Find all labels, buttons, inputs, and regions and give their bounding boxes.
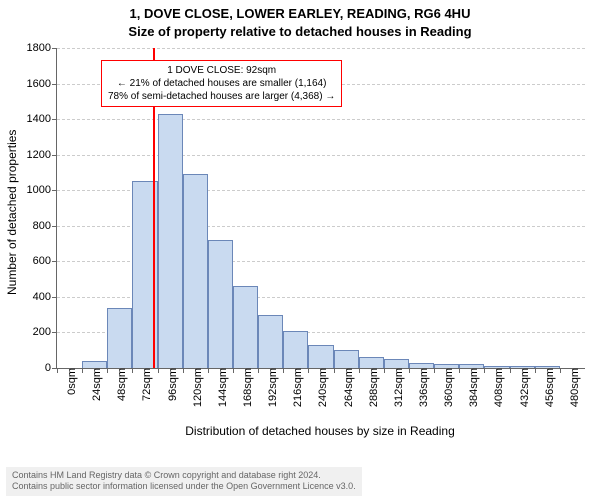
xtick-label: 456sqm bbox=[538, 368, 556, 407]
annotation-box: 1 DOVE CLOSE: 92sqm ← 21% of detached ho… bbox=[101, 60, 342, 107]
histogram-bar bbox=[283, 331, 308, 368]
xtick-mark bbox=[384, 368, 385, 373]
xtick-mark bbox=[158, 368, 159, 373]
footer-line2: Contains public sector information licen… bbox=[12, 481, 356, 493]
ytick-label: 0 bbox=[45, 362, 57, 374]
histogram-bar bbox=[82, 361, 107, 368]
xtick-mark bbox=[459, 368, 460, 373]
annotation-line2: ← 21% of detached houses are smaller (1,… bbox=[108, 77, 335, 90]
ytick-label: 400 bbox=[33, 291, 57, 303]
ytick-label: 1600 bbox=[27, 78, 57, 90]
xtick-label: 96sqm bbox=[161, 368, 179, 401]
xtick-mark bbox=[308, 368, 309, 373]
xtick-mark bbox=[283, 368, 284, 373]
xtick-mark bbox=[510, 368, 511, 373]
xtick-mark bbox=[233, 368, 234, 373]
ytick-label: 600 bbox=[33, 255, 57, 267]
histogram-bar bbox=[158, 114, 183, 368]
histogram-bar bbox=[384, 359, 409, 368]
chart-title-line1: 1, DOVE CLOSE, LOWER EARLEY, READING, RG… bbox=[0, 6, 600, 21]
xtick-label: 288sqm bbox=[362, 368, 380, 407]
xtick-mark bbox=[57, 368, 58, 373]
footer-attribution: Contains HM Land Registry data © Crown c… bbox=[6, 467, 362, 496]
xtick-mark bbox=[560, 368, 561, 373]
ytick-label: 800 bbox=[33, 220, 57, 232]
xtick-label: 240sqm bbox=[311, 368, 329, 407]
histogram-bar bbox=[359, 357, 384, 368]
xtick-mark bbox=[535, 368, 536, 373]
x-axis-label: Distribution of detached houses by size … bbox=[56, 424, 584, 438]
xtick-mark bbox=[409, 368, 410, 373]
xtick-label: 312sqm bbox=[387, 368, 405, 407]
xtick-label: 0sqm bbox=[60, 368, 78, 395]
ytick-label: 1400 bbox=[27, 113, 57, 125]
xtick-mark bbox=[359, 368, 360, 373]
xtick-mark bbox=[208, 368, 209, 373]
xtick-mark bbox=[334, 368, 335, 373]
xtick-label: 384sqm bbox=[462, 368, 480, 407]
xtick-label: 120sqm bbox=[186, 368, 204, 407]
xtick-mark bbox=[82, 368, 83, 373]
annotation-line1: 1 DOVE CLOSE: 92sqm bbox=[108, 64, 335, 77]
gridline bbox=[57, 155, 585, 156]
xtick-mark bbox=[484, 368, 485, 373]
xtick-label: 48sqm bbox=[110, 368, 128, 401]
histogram-bar bbox=[208, 240, 233, 368]
histogram-bar bbox=[334, 350, 359, 368]
ytick-label: 1000 bbox=[27, 184, 57, 196]
ytick-label: 1200 bbox=[27, 149, 57, 161]
xtick-label: 480sqm bbox=[563, 368, 581, 407]
ytick-label: 200 bbox=[33, 326, 57, 338]
plot-area: 0200400600800100012001400160018000sqm24s… bbox=[56, 48, 585, 369]
histogram-bar bbox=[308, 345, 333, 368]
xtick-label: 432sqm bbox=[513, 368, 531, 407]
y-axis-label: Number of detached properties bbox=[5, 135, 19, 295]
chart-title-line2: Size of property relative to detached ho… bbox=[0, 24, 600, 39]
histogram-bar bbox=[258, 315, 283, 368]
xtick-label: 192sqm bbox=[261, 368, 279, 407]
footer-line1: Contains HM Land Registry data © Crown c… bbox=[12, 470, 356, 482]
xtick-label: 24sqm bbox=[85, 368, 103, 401]
xtick-label: 144sqm bbox=[211, 368, 229, 407]
histogram-bar bbox=[183, 174, 208, 368]
xtick-label: 216sqm bbox=[286, 368, 304, 407]
chart-container: 1, DOVE CLOSE, LOWER EARLEY, READING, RG… bbox=[0, 0, 600, 500]
xtick-label: 168sqm bbox=[236, 368, 254, 407]
xtick-mark bbox=[258, 368, 259, 373]
xtick-mark bbox=[132, 368, 133, 373]
xtick-label: 408sqm bbox=[487, 368, 505, 407]
xtick-label: 336sqm bbox=[412, 368, 430, 407]
histogram-bar bbox=[233, 286, 258, 368]
gridline bbox=[57, 48, 585, 49]
xtick-mark bbox=[183, 368, 184, 373]
xtick-label: 264sqm bbox=[337, 368, 355, 407]
xtick-mark bbox=[434, 368, 435, 373]
ytick-label: 1800 bbox=[27, 42, 57, 54]
xtick-mark bbox=[107, 368, 108, 373]
annotation-line3: 78% of semi-detached houses are larger (… bbox=[108, 90, 335, 103]
xtick-label: 360sqm bbox=[437, 368, 455, 407]
xtick-label: 72sqm bbox=[135, 368, 153, 401]
gridline bbox=[57, 119, 585, 120]
histogram-bar bbox=[107, 308, 132, 368]
